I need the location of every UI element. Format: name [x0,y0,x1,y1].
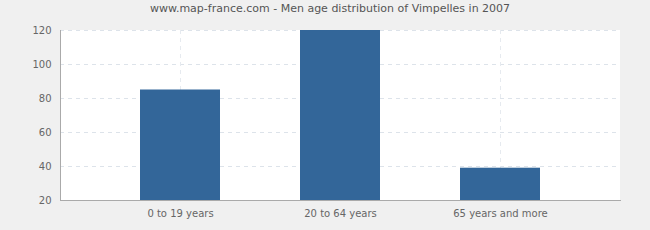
svg-text:80: 80 [39,93,52,104]
svg-text:40: 40 [39,161,52,172]
svg-text:0 to 19 years: 0 to 19 years [147,208,213,219]
svg-text:20 to 64 years: 20 to 64 years [304,208,377,219]
html-text:www.map-france.com - Men age d: www.map-france.com - Men age distributio… [149,2,511,15]
svg-text:65 years and more: 65 years and more [453,208,548,219]
svg-text:120: 120 [32,25,51,36]
svg-text:60: 60 [39,127,52,138]
svg-text:20: 20 [39,195,52,206]
svg-text:100: 100 [32,59,51,70]
